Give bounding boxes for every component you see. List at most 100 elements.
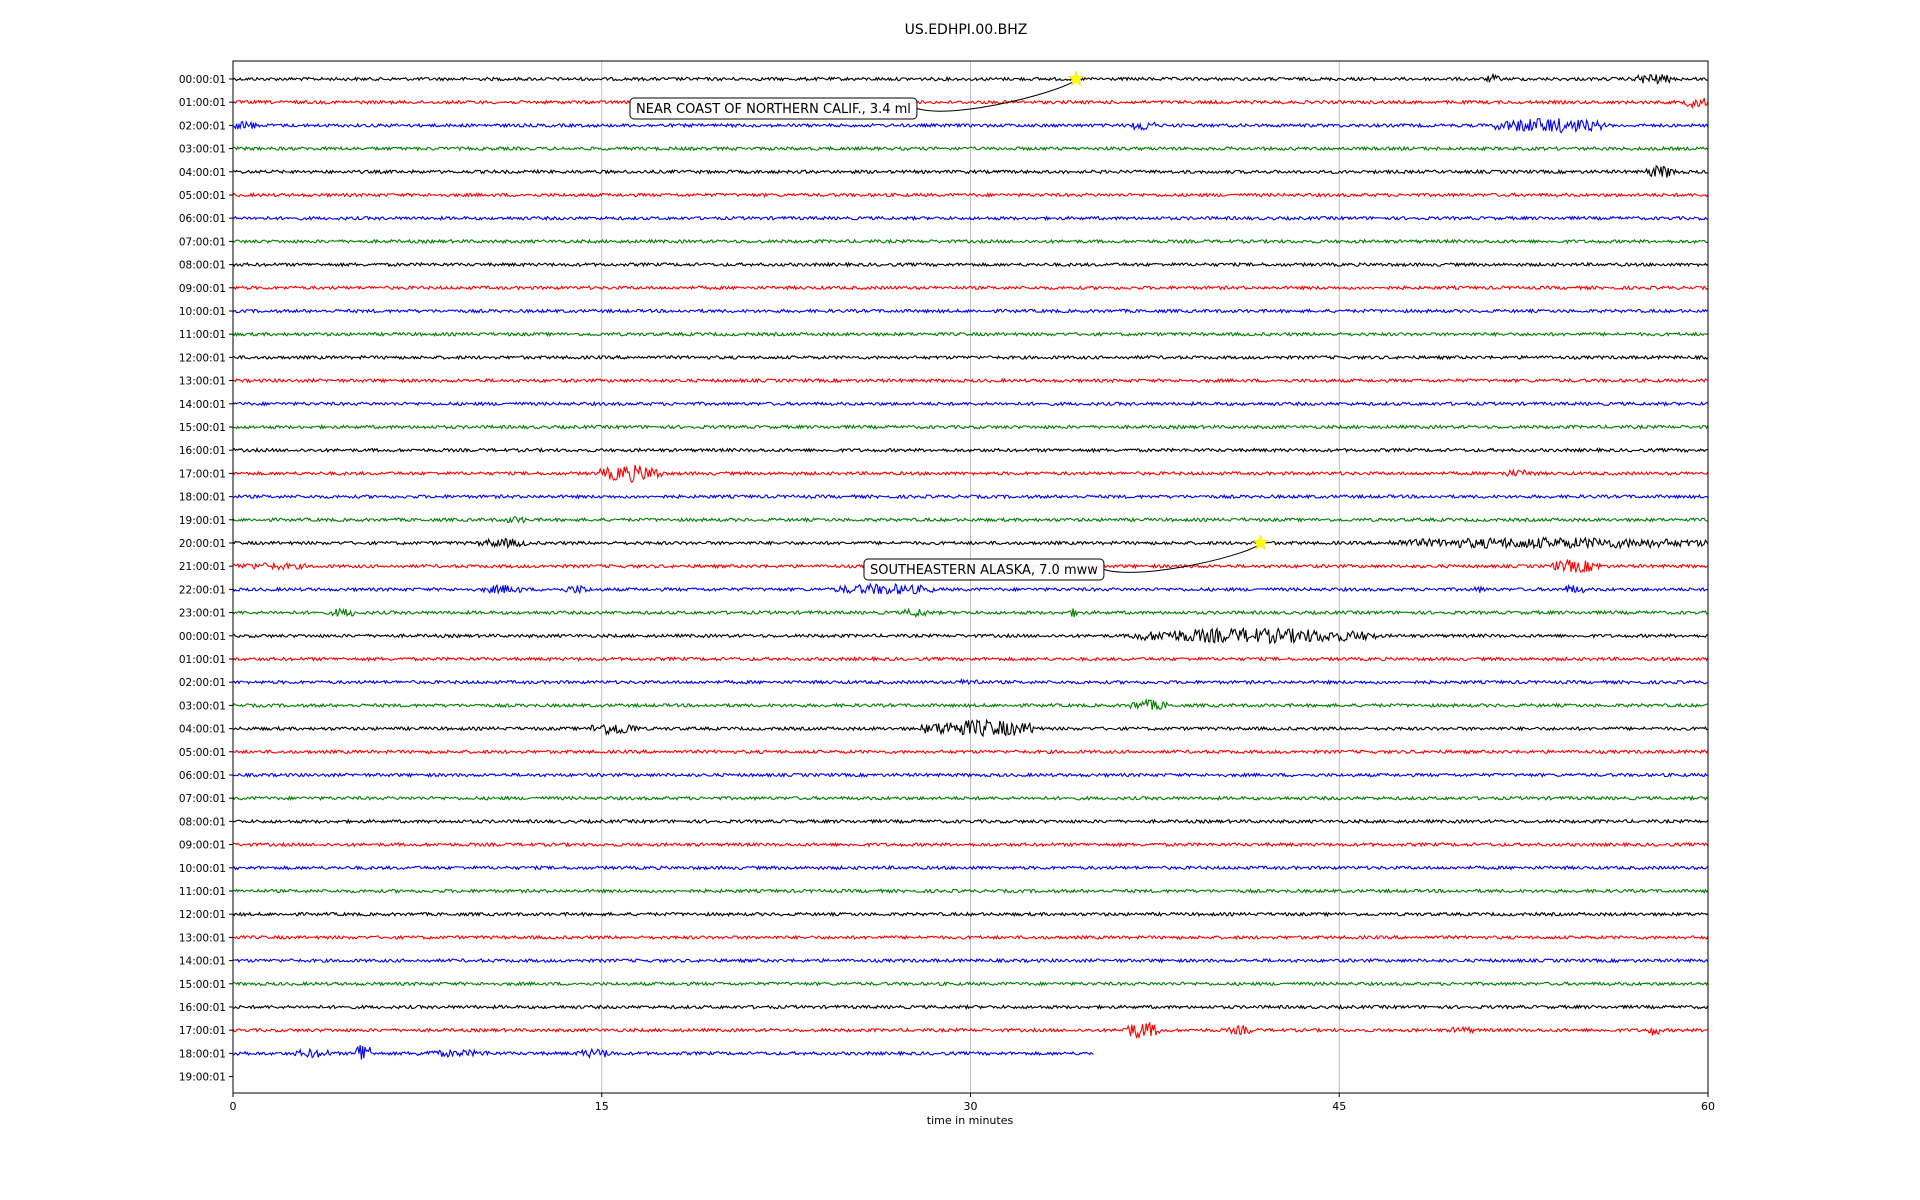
x-axis: 0 15 30 45 60 (230, 1093, 1715, 1113)
trace-2 (232, 118, 1709, 134)
trace-17 (232, 464, 1709, 483)
trace-33 (232, 841, 1709, 848)
y-tick-label-5: 05:00:01 (179, 190, 226, 202)
trace-34 (232, 864, 1709, 871)
trace-1 (232, 97, 1709, 110)
trace-23 (232, 607, 1709, 619)
event-star-1 (1252, 534, 1269, 551)
trace-41 (232, 1021, 1709, 1040)
event-annotation-1: SOUTHEASTERN ALASKA, 7.0 mww (863, 534, 1269, 581)
trace-36 (232, 911, 1709, 918)
y-tick-label-36: 12:00:01 (179, 909, 226, 921)
trace-20 (232, 536, 1709, 550)
y-tick-label-3: 03:00:01 (179, 144, 226, 156)
y-tick-label-34: 10:00:01 (179, 863, 226, 875)
y-tick-label-42: 18:00:01 (179, 1048, 226, 1060)
y-tick-label-19: 19:00:01 (179, 515, 226, 527)
y-tick-label-35: 11:00:01 (179, 886, 226, 898)
y-tick-label-0: 00:00:01 (179, 74, 226, 86)
y-tick-label-18: 18:00:01 (179, 492, 226, 504)
event-label-1: SOUTHEASTERN ALASKA, 7.0 mww (870, 563, 1098, 578)
event-star-0 (1067, 70, 1085, 87)
event-box-0 (629, 97, 918, 120)
trace-6 (232, 215, 1709, 222)
trace-25 (232, 655, 1709, 663)
y-tick-label-10: 10:00:01 (179, 306, 226, 318)
y-tick-label-11: 11:00:01 (179, 329, 226, 341)
y-tick-label-40: 16:00:01 (179, 1002, 226, 1014)
trace-39 (232, 980, 1709, 987)
trace-9 (232, 284, 1709, 291)
y-tick-label-26: 02:00:01 (179, 677, 226, 689)
x-tick-label-1: 15 (595, 1100, 609, 1113)
y-tick-label-20: 20:00:01 (179, 538, 226, 550)
y-tick-label-14: 14:00:01 (179, 399, 226, 411)
y-tick-label-43: 19:00:01 (179, 1072, 226, 1084)
y-axis: 00:00:01 01:00:01 02:00:01 03:00:01 04:00:01… (179, 74, 233, 1084)
y-tick-label-27: 03:00:01 (179, 700, 226, 712)
trace-group (232, 72, 1709, 1060)
trace-3 (232, 145, 1709, 152)
trace-13 (232, 377, 1708, 384)
y-tick-label-15: 15:00:01 (179, 422, 226, 434)
y-tick-label-33: 09:00:01 (179, 840, 226, 852)
trace-37 (232, 934, 1709, 941)
y-tick-label-29: 05:00:01 (179, 747, 226, 759)
trace-24 (232, 626, 1709, 645)
y-tick-label-7: 07:00:01 (179, 236, 226, 248)
y-tick-label-41: 17:00:01 (179, 1025, 226, 1037)
event-annotation-0: NEAR COAST OF NORTHERN CALIF., 3.4 ml (629, 70, 1085, 120)
x-tick-label-3: 45 (1332, 1100, 1346, 1113)
trace-31 (232, 795, 1709, 802)
trace-18 (232, 493, 1709, 500)
y-tick-label-39: 15:00:01 (179, 979, 226, 991)
y-tick-label-4: 04:00:01 (179, 167, 226, 179)
y-tick-label-23: 23:00:01 (179, 608, 226, 620)
x-tick-label-4: 60 (1701, 1100, 1715, 1113)
trace-11 (232, 331, 1709, 338)
y-tick-label-6: 06:00:01 (179, 213, 226, 225)
trace-8 (232, 261, 1709, 268)
trace-40 (232, 1003, 1709, 1011)
trace-42 (232, 1045, 1094, 1060)
trace-12 (232, 354, 1709, 361)
y-tick-label-32: 08:00:01 (179, 816, 226, 828)
trace-38 (233, 957, 1709, 964)
trace-16 (232, 447, 1709, 454)
y-tick-label-30: 06:00:01 (179, 770, 226, 782)
trace-26 (232, 677, 1709, 686)
trace-10 (232, 308, 1709, 315)
trace-27 (232, 697, 1708, 711)
x-tick-label-0: 0 (230, 1100, 237, 1113)
trace-14 (232, 400, 1709, 407)
trace-30 (232, 772, 1708, 779)
trace-29 (232, 748, 1709, 755)
event-connector-1 (1103, 542, 1262, 573)
trace-7 (232, 238, 1708, 245)
event-label-0: NEAR COAST OF NORTHERN CALIF., 3.4 ml (636, 102, 911, 117)
y-tick-label-25: 01:00:01 (179, 654, 226, 666)
y-tick-label-12: 12:00:01 (179, 352, 226, 364)
trace-32 (232, 818, 1709, 825)
y-tick-label-37: 13:00:01 (179, 932, 226, 944)
event-box-1 (863, 558, 1105, 581)
trace-15 (232, 424, 1709, 430)
y-tick-label-2: 02:00:01 (179, 120, 226, 132)
trace-22 (232, 582, 1709, 596)
x-axis-label: time in minutes (927, 1114, 1014, 1127)
y-tick-label-28: 04:00:01 (179, 724, 226, 736)
trace-28 (232, 718, 1708, 738)
event-connector-0 (916, 78, 1077, 112)
y-tick-label-16: 16:00:01 (179, 445, 226, 457)
y-tick-label-22: 22:00:01 (179, 584, 226, 596)
trace-19 (232, 515, 1708, 524)
y-tick-label-24: 00:00:01 (179, 631, 226, 643)
chart-title: US.EDHPI.00.BHZ (905, 22, 1028, 38)
trace-5 (232, 192, 1709, 198)
y-tick-label-31: 07:00:01 (179, 793, 226, 805)
event-annotations: NEAR COAST OF NORTHERN CALIF., 3.4 ml SOU… (629, 70, 1269, 581)
trace-4 (232, 164, 1709, 178)
trace-35 (232, 888, 1709, 895)
y-tick-label-1: 01:00:01 (179, 97, 226, 109)
